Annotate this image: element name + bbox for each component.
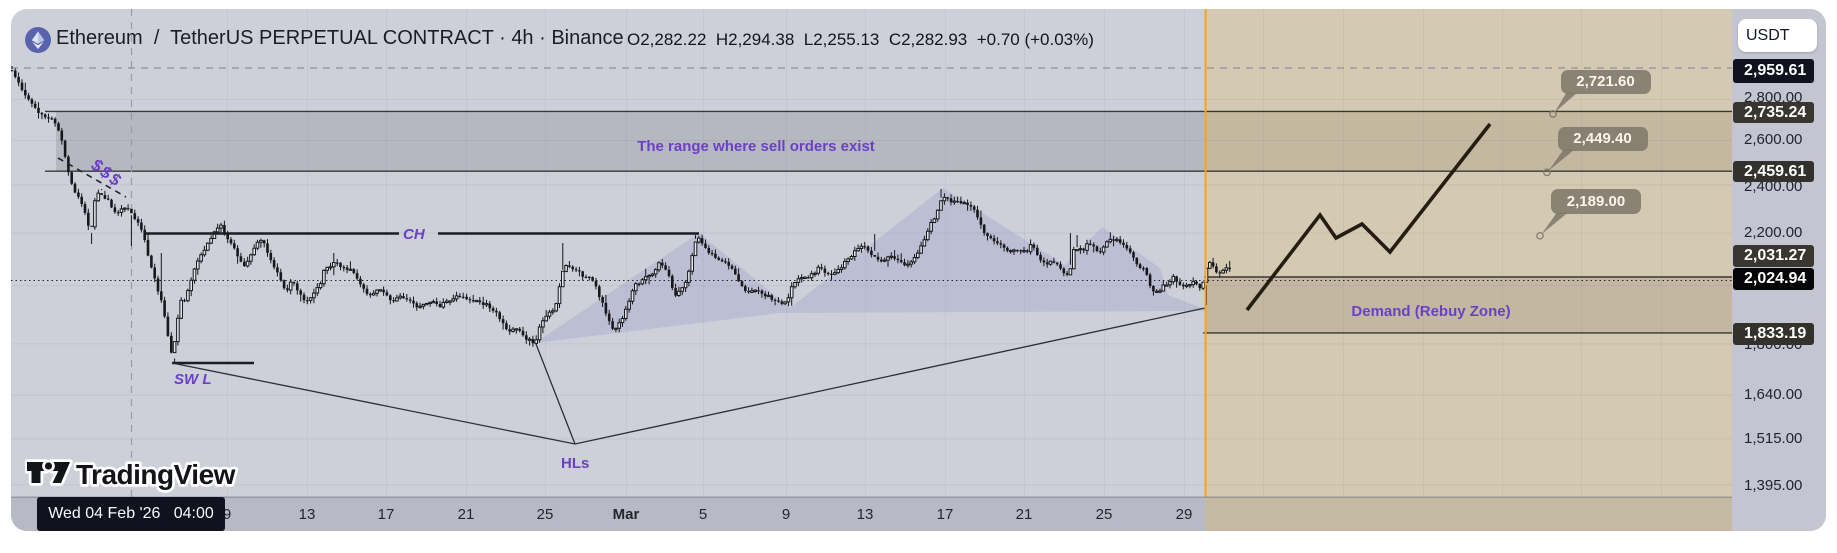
svg-text:TradingView: TradingView: [76, 459, 236, 490]
